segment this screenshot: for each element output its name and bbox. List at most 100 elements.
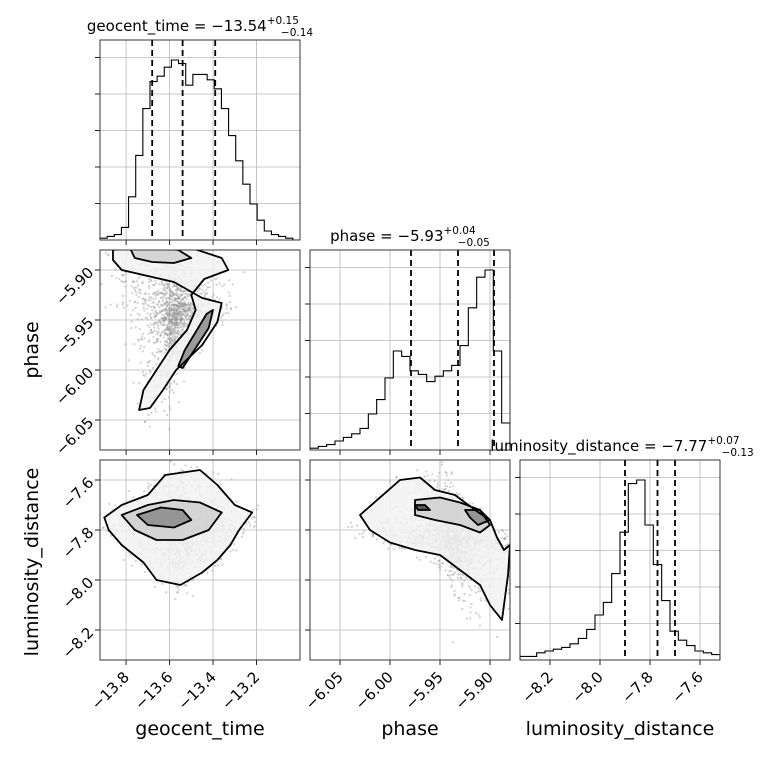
sample-point (183, 323, 186, 326)
sample-point (163, 289, 166, 292)
sample-point (153, 326, 156, 329)
sample-point (165, 306, 168, 310)
sample-point (388, 480, 392, 483)
sample-point (241, 532, 244, 535)
sample-point (171, 339, 174, 342)
sample-point (185, 317, 188, 320)
sample-point (129, 313, 132, 317)
sample-point (170, 231, 172, 233)
sample-point (141, 338, 144, 341)
sample-point (183, 309, 186, 313)
sample-point (155, 340, 159, 343)
sample-point (183, 302, 186, 305)
sample-point (174, 320, 177, 323)
sample-point (228, 294, 232, 298)
sample-point (122, 294, 125, 297)
sample-point (163, 409, 166, 412)
sample-point (188, 309, 191, 312)
sample-point (152, 297, 155, 301)
sample-point (250, 515, 254, 519)
sample-point (182, 304, 185, 307)
sample-point (455, 491, 458, 495)
sample-point (444, 484, 447, 488)
sample-point (171, 308, 174, 311)
sample-point (154, 410, 157, 413)
title-luminosity-distance: luminosity_distance = −7.77+0.07 −0.13 (490, 435, 753, 459)
sample-point (172, 294, 175, 297)
sample-point (149, 371, 152, 374)
sample-point (176, 294, 180, 297)
sample-point (182, 291, 185, 294)
sample-point (175, 291, 179, 295)
sample-point (176, 312, 179, 316)
sample-point (164, 312, 167, 316)
sample-point (450, 471, 453, 474)
sample-point (181, 289, 184, 292)
sample-point (156, 338, 159, 341)
sample-point (139, 361, 142, 364)
sample-point (166, 282, 169, 286)
sample-point (192, 307, 195, 310)
sample-point (506, 535, 509, 538)
sample-point (145, 299, 148, 302)
sample-point (176, 312, 179, 315)
sample-point (175, 304, 178, 308)
sample-point (477, 613, 480, 617)
sample-point (470, 602, 473, 606)
sample-point (163, 333, 166, 336)
sample-point (144, 301, 147, 304)
x-tick-label: −13.6 (131, 668, 176, 713)
sample-point (174, 315, 177, 318)
sample-point (504, 532, 507, 535)
sample-point (134, 286, 138, 289)
sample-point (140, 317, 143, 321)
sample-point (165, 328, 168, 331)
sample-point (165, 286, 169, 290)
sample-point (165, 348, 168, 352)
sample-point (175, 242, 177, 244)
sample-point (182, 313, 185, 316)
sample-point (107, 253, 110, 256)
sample-point (171, 308, 175, 311)
sample-point (170, 309, 173, 312)
sample-point (439, 565, 442, 568)
sample-point (151, 301, 154, 304)
sample-point (168, 312, 172, 316)
sample-point (477, 590, 480, 593)
sample-point (144, 372, 148, 375)
sample-point (166, 413, 169, 417)
sample-point (176, 333, 180, 337)
sample-point (128, 299, 131, 302)
sample-point (170, 336, 174, 339)
sample-point (168, 384, 172, 387)
sample-point (182, 309, 185, 312)
sample-point (243, 271, 246, 274)
sample-point (172, 309, 175, 312)
sample-point (181, 304, 184, 308)
sample-point (179, 289, 182, 292)
sample-point (129, 553, 132, 556)
sample-point (182, 302, 185, 305)
sample-point (170, 331, 174, 334)
sample-point (201, 288, 204, 292)
sample-point (136, 284, 140, 287)
sample-point (163, 308, 166, 311)
sample-point (471, 502, 474, 505)
sample-point (170, 306, 173, 309)
sample-point (155, 314, 158, 317)
sample-point (160, 291, 164, 294)
sample-point (423, 475, 426, 478)
sample-point (253, 515, 256, 518)
sample-point (507, 592, 510, 595)
sample-point (179, 319, 182, 322)
sample-point (171, 298, 174, 301)
sample-point (173, 297, 177, 301)
sample-point (173, 297, 176, 300)
sample-point (177, 304, 180, 307)
sample-point (164, 316, 168, 319)
sample-point (157, 357, 160, 360)
sample-point (165, 345, 168, 348)
sample-point (148, 359, 151, 363)
sample-point (176, 313, 179, 316)
sample-point (171, 317, 175, 320)
